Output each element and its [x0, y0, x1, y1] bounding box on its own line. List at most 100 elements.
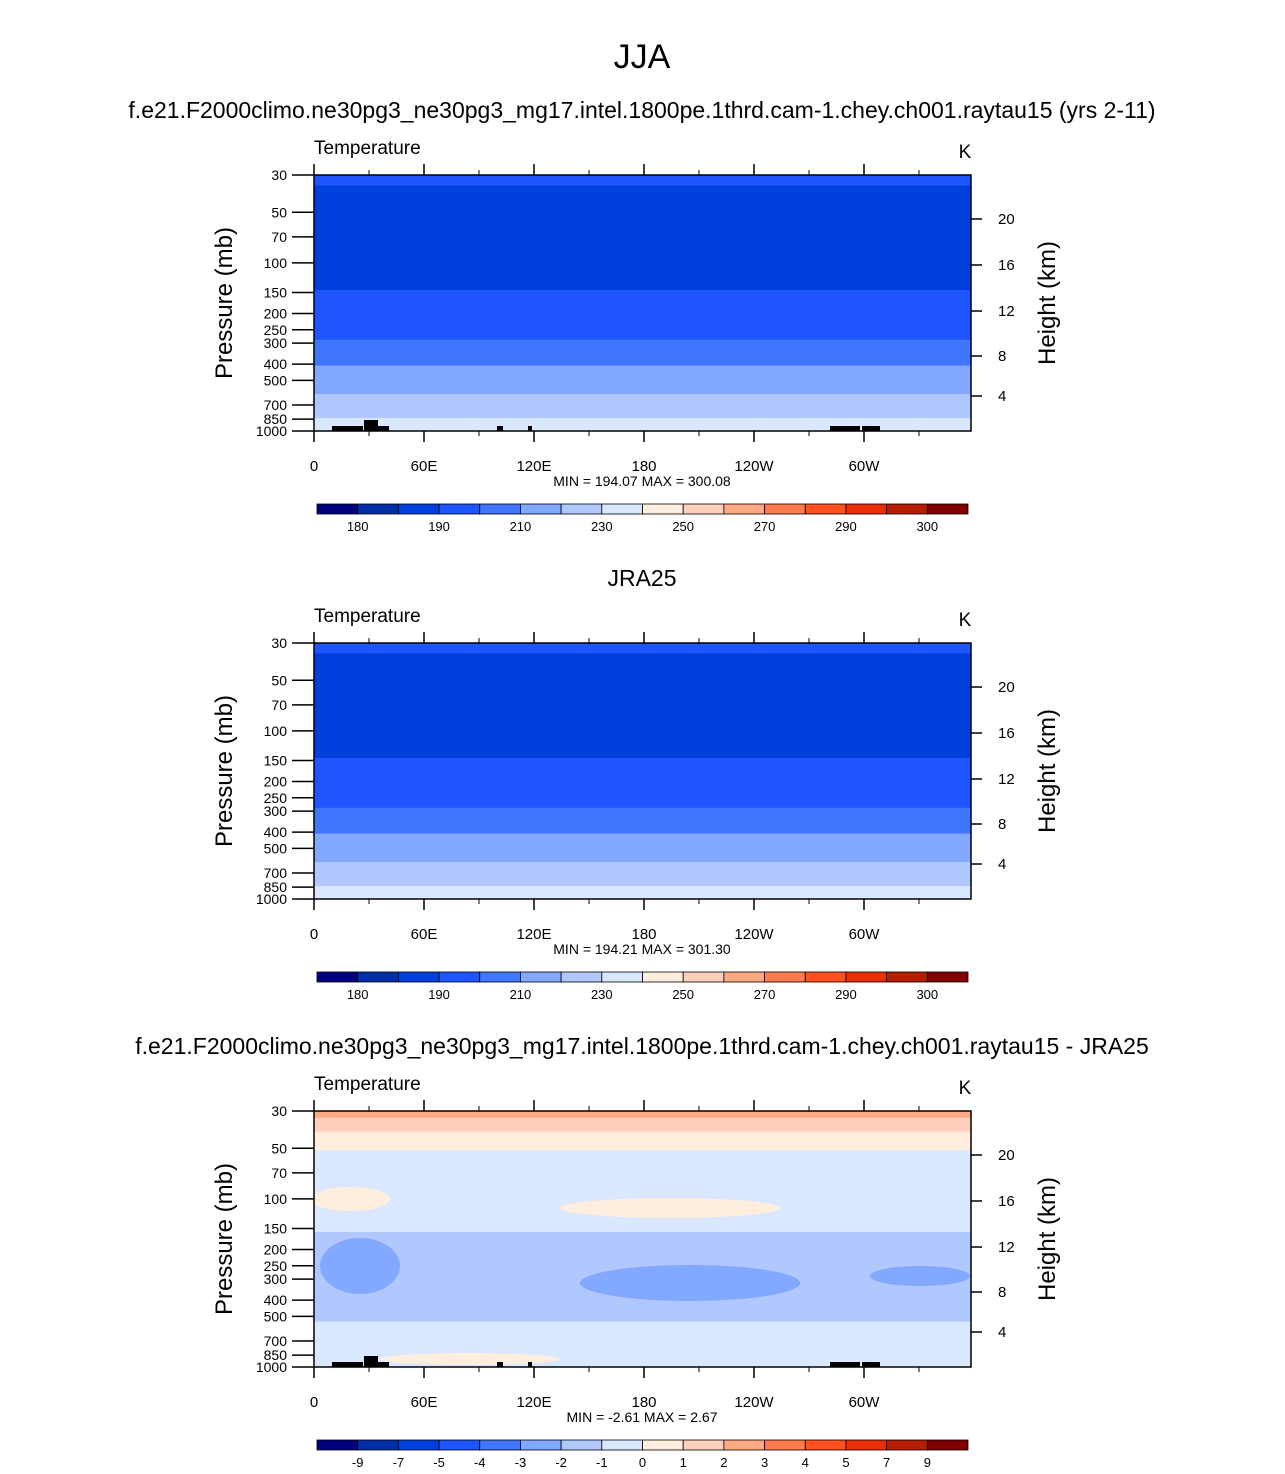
contour-band — [314, 327, 971, 341]
colorbar-box — [642, 1439, 684, 1451]
colorbar-box — [764, 1439, 806, 1451]
colorbar-label: 210 — [510, 987, 532, 1002]
y2-axis-label: Height (km) — [1034, 709, 1061, 833]
y2-tick-label: 4 — [998, 1324, 1006, 1341]
contour-band — [314, 848, 971, 863]
panel-title: f.e21.F2000climo.ne30pg3_ne30pg3_mg17.in… — [128, 97, 1155, 123]
y-tick-label: 700 — [264, 865, 288, 881]
y2-tick-label: 8 — [998, 1284, 1006, 1301]
colorbar-box — [723, 971, 765, 983]
colorbar-box — [886, 971, 928, 983]
y2-axis-label: Height (km) — [1034, 1177, 1061, 1301]
y-tick-label: 500 — [264, 372, 288, 388]
min-max-label: MIN = 194.07 MAX = 300.08 — [553, 473, 731, 489]
terrain-mask — [364, 1356, 378, 1367]
y-tick-label: 700 — [264, 397, 288, 413]
y2-tick-label: 16 — [998, 257, 1015, 274]
x-tick-label: 60W — [849, 1394, 881, 1411]
colorbar-label: 7 — [883, 1455, 890, 1470]
y2-tick-label: 20 — [998, 211, 1015, 228]
y-tick-label: 150 — [264, 752, 288, 768]
colorbar-label: 180 — [347, 519, 369, 534]
terrain-mask — [830, 426, 860, 431]
contour-band — [314, 175, 971, 187]
y2-tick-label: 12 — [998, 1239, 1015, 1256]
terrain-mask — [364, 420, 378, 431]
variable-label: Temperature — [314, 138, 421, 159]
colorbar-box — [479, 503, 521, 515]
colorbar-label: 180 — [347, 987, 369, 1002]
y-tick-label: 100 — [264, 1191, 288, 1207]
y-tick-label: 200 — [264, 1242, 288, 1258]
colorbar-label: 210 — [510, 519, 532, 534]
y2-tick-label: 20 — [998, 1147, 1015, 1164]
colorbar-label: 230 — [591, 987, 613, 1002]
colorbar-label: 300 — [916, 987, 938, 1002]
y-tick-label: 150 — [264, 284, 288, 300]
contour-band — [314, 1150, 971, 1191]
y-tick-label: 70 — [271, 1165, 287, 1181]
colorbar-label: 300 — [916, 519, 938, 534]
x-tick-label: 120E — [516, 1394, 551, 1411]
y-tick-label: 400 — [264, 1292, 288, 1308]
contour-region — [380, 1353, 560, 1365]
panel-title: f.e21.F2000climo.ne30pg3_ne30pg3_mg17.in… — [135, 1033, 1149, 1059]
y-tick-label: 1000 — [256, 891, 287, 907]
colorbar-label: 4 — [802, 1455, 809, 1470]
plot-frame — [313, 642, 972, 900]
contour-band — [314, 380, 971, 395]
contour-band — [314, 1231, 971, 1263]
x-tick-label: 120E — [516, 458, 551, 475]
units-label: K — [959, 1078, 972, 1099]
x-tick-label: 0 — [310, 458, 318, 475]
panel-title: JRA25 — [607, 565, 676, 591]
x-tick-label: 180 — [631, 458, 656, 475]
units-label: K — [959, 142, 972, 163]
colorbar-box — [560, 503, 603, 515]
colorbar-label: 250 — [672, 987, 694, 1002]
colorbar-label: 0 — [639, 1455, 646, 1470]
x-tick-label: 60W — [849, 926, 881, 943]
colorbar-box — [926, 1439, 969, 1451]
colorbar-label: 5 — [842, 1455, 849, 1470]
terrain-mask — [332, 1362, 363, 1367]
y-tick-label: 250 — [264, 322, 288, 338]
colorbar-box — [357, 1439, 399, 1451]
contour-band — [314, 365, 971, 382]
y-tick-label: 50 — [271, 672, 287, 688]
colorbar-box — [926, 971, 969, 983]
colorbar-label: -1 — [596, 1455, 608, 1470]
contour-band — [314, 1131, 971, 1151]
panels: f.e21.F2000climo.ne30pg3_ne30pg3_mg17.in… — [128, 97, 1155, 1470]
colorbar-box — [357, 503, 399, 515]
colorbar-box — [723, 1439, 765, 1451]
units-label: K — [959, 610, 972, 631]
y2-tick-label: 4 — [998, 856, 1006, 873]
page-title: JJA — [614, 38, 671, 76]
colorbar-box — [316, 1439, 359, 1451]
x-tick-label: 0 — [310, 1394, 318, 1411]
y2-tick-label: 8 — [998, 816, 1006, 833]
contour-region — [320, 1238, 400, 1294]
y2-axis-label: Height (km) — [1034, 241, 1061, 365]
contour-region — [870, 1266, 970, 1286]
colorbar-box — [601, 503, 643, 515]
contour-band — [314, 895, 971, 899]
y-tick-label: 30 — [271, 1103, 287, 1119]
y-tick-label: 700 — [264, 1333, 288, 1349]
y-tick-label: 200 — [264, 306, 288, 322]
colorbar-box — [397, 971, 440, 983]
colorbar-box — [438, 971, 481, 983]
y-tick-label: 850 — [264, 411, 288, 427]
colorbar-box — [804, 503, 847, 515]
y-tick-label: 250 — [264, 790, 288, 806]
contour-band — [314, 1117, 971, 1133]
colorbar-box — [520, 971, 562, 983]
y-tick-label: 30 — [271, 167, 287, 183]
contour-band — [314, 643, 971, 655]
y-tick-label: 150 — [264, 1220, 288, 1236]
contour-band — [314, 185, 971, 212]
contour-region — [314, 1187, 390, 1211]
contour-band — [314, 351, 971, 367]
y2-tick-label: 4 — [998, 388, 1006, 405]
